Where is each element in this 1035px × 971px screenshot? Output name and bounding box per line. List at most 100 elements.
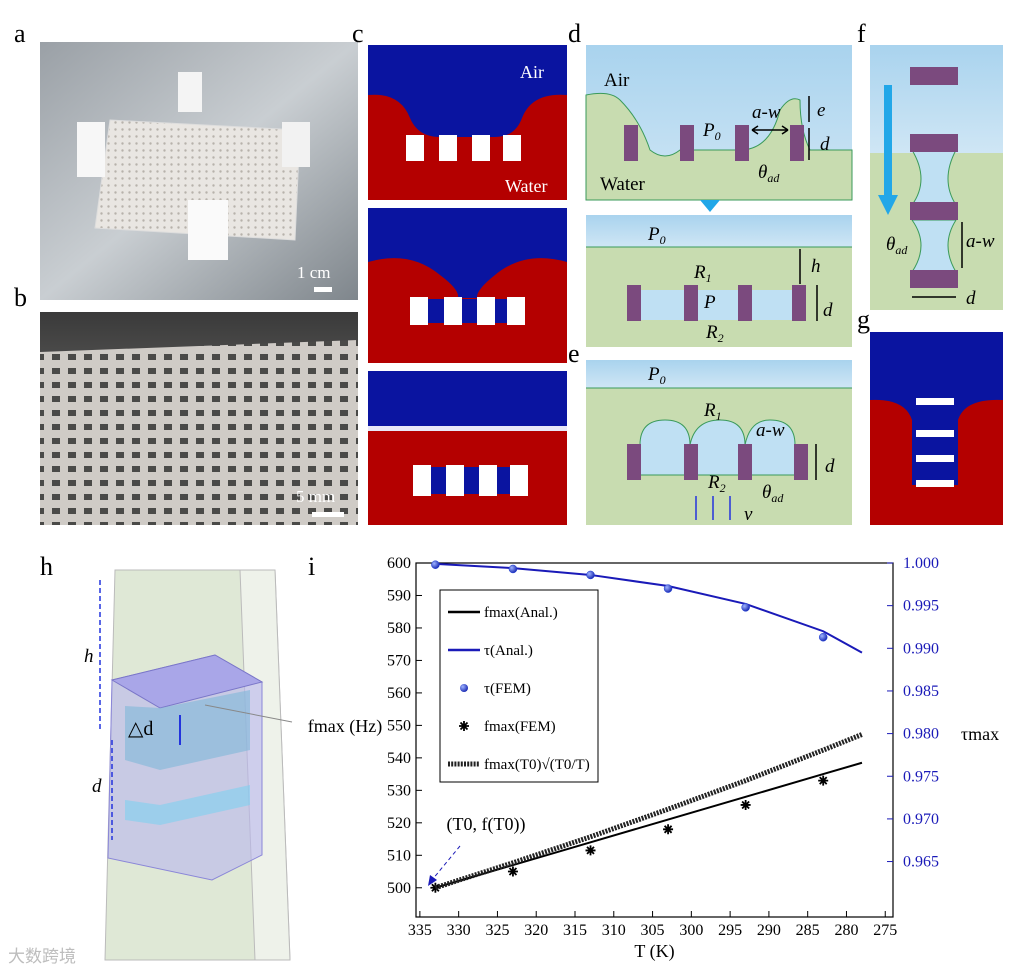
point [663, 824, 674, 835]
symbol-base: P [647, 364, 660, 385]
y-tick-label: 500 [387, 880, 411, 897]
medium-label: Water [505, 176, 548, 196]
legend-swatch [459, 721, 469, 731]
photo-b [40, 312, 358, 525]
simulation-g [870, 332, 1003, 525]
y2-tick-label: 0.970 [903, 811, 939, 828]
panel-label: g [857, 305, 870, 334]
y2-tick-label: 0.995 [903, 598, 939, 615]
symbol: a-w [966, 231, 995, 252]
point [741, 603, 750, 612]
symbol: θad [758, 162, 780, 185]
legend-label: fmax(Anal.) [484, 605, 558, 621]
legend-label: fmax(FEM) [484, 719, 556, 735]
y-tick-label: 520 [387, 815, 411, 832]
symbol: P [703, 292, 716, 313]
panel-label: b [14, 283, 27, 312]
x-tick-label: 285 [796, 922, 820, 939]
x-tick-label: 320 [524, 922, 548, 939]
panel-label: a [14, 19, 26, 48]
y-tick-label: 590 [387, 587, 411, 604]
point [430, 882, 441, 893]
diagram-e [586, 360, 852, 525]
y2-tick-label: 0.990 [903, 640, 939, 657]
symbol: d [825, 456, 835, 477]
y-tick-label: 510 [387, 847, 411, 864]
symbol: a-w [756, 420, 785, 441]
symbol-base: R [705, 322, 718, 343]
x-tick-label: 275 [873, 922, 897, 939]
y-axis-label: fmax (Hz) [308, 716, 382, 737]
symbol-base: θ [762, 482, 771, 503]
point [663, 584, 673, 593]
symbol-sub: ad [767, 171, 780, 185]
y2-tick-label: 1.000 [903, 555, 939, 572]
symbol: d [92, 776, 102, 797]
y2-axis-label: τmax [961, 724, 999, 744]
symbol-sub: 0 [660, 233, 666, 247]
symbol: a-w [752, 102, 781, 123]
medium-label: Water [600, 174, 646, 195]
plot-frame [415, 562, 894, 918]
symbol: d [820, 134, 830, 155]
symbol-sub: 0 [715, 129, 721, 143]
symbol-sub: 1 [716, 409, 722, 423]
y-tick-label: 550 [387, 717, 411, 734]
x-tick-label: 305 [641, 922, 665, 939]
scale-bar-label: 1 cm [297, 263, 331, 282]
scale-bar-label: 5 mm [296, 487, 335, 506]
x-tick-label: 300 [679, 922, 703, 939]
y-tick-label: 560 [387, 685, 411, 702]
symbol-base: θ [886, 234, 895, 255]
symbol-sub: 0 [660, 373, 666, 387]
panel-label: h [40, 552, 53, 581]
symbol-base: P [702, 120, 715, 141]
x-axis-label: T (K) [634, 941, 674, 962]
medium-label: Air [520, 62, 544, 82]
y-tick-label: 580 [387, 620, 411, 637]
symbol-sub: ad [771, 491, 784, 505]
medium-label: Air [604, 70, 630, 91]
symbol: d [823, 300, 833, 321]
symbol: v [744, 504, 753, 525]
symbol-base: R [693, 262, 706, 283]
annotation-arrowhead [428, 875, 437, 886]
panel-label: c [352, 19, 364, 48]
annotation-arrow [431, 845, 461, 881]
y-tick-label: 600 [387, 555, 411, 572]
watermark: 大数跨境 [8, 947, 76, 967]
point [508, 564, 518, 574]
y2-tick-label: 0.965 [903, 854, 939, 871]
point [585, 845, 596, 856]
symbol-base: P [647, 224, 660, 245]
symbol-sub: 1 [706, 271, 712, 285]
y-tick-label: 540 [387, 750, 411, 767]
point [818, 632, 828, 642]
symbol-base: θ [758, 162, 767, 183]
legend-swatch [460, 684, 468, 692]
point [431, 560, 440, 569]
diagram-d [585, 45, 853, 347]
x-tick-label: 335 [408, 922, 432, 939]
symbol-sub: 2 [718, 331, 724, 345]
simulation-c [368, 45, 567, 525]
symbol-sub: 2 [720, 481, 726, 495]
panel-label: f [857, 19, 866, 48]
symbol: θad [762, 482, 784, 505]
symbol: θad [886, 234, 908, 257]
chart: 335 330 325 320 315 310 305 300 295 290 285 280 275 5… [308, 555, 999, 962]
symbol: d [966, 288, 976, 309]
y2-tick-label: 0.980 [903, 726, 939, 743]
symbol: R1 [703, 400, 722, 423]
diagram-f [870, 45, 1003, 310]
x-tick-label: 290 [757, 922, 781, 939]
symbol-base: R [703, 400, 716, 421]
x-tick-label: 280 [834, 922, 858, 939]
symbol: h [811, 256, 821, 277]
point [818, 775, 829, 786]
dotted-series [434, 732, 863, 891]
annotation: (T0, f(T0)) [447, 814, 526, 835]
panel-label: e [568, 339, 580, 368]
x-tick-label: 295 [718, 922, 742, 939]
